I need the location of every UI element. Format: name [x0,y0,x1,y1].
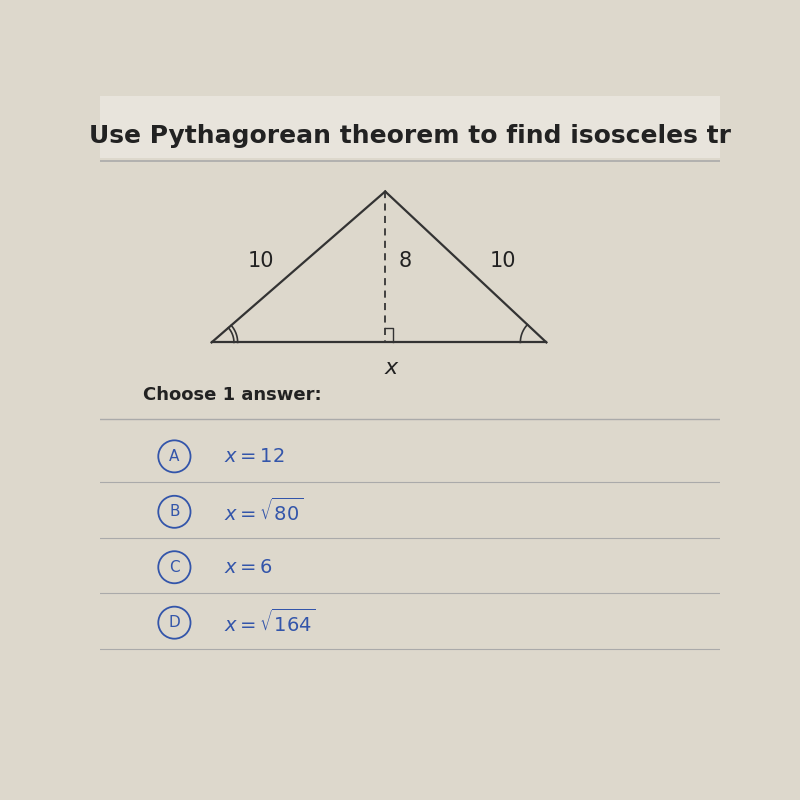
Text: 10: 10 [248,250,274,270]
Text: C: C [169,560,180,574]
Text: $x = 12$: $x = 12$ [224,447,285,466]
Text: $x = 6$: $x = 6$ [224,558,273,577]
Text: B: B [169,504,180,519]
FancyBboxPatch shape [100,96,720,158]
Text: 8: 8 [398,250,412,270]
Text: Choose 1 answer:: Choose 1 answer: [143,386,322,404]
Text: Use Pythagorean theorem to find isosceles tr: Use Pythagorean theorem to find isoscele… [89,124,731,148]
Text: $x = \sqrt{80}$: $x = \sqrt{80}$ [224,498,303,526]
Text: A: A [170,449,179,464]
Text: D: D [169,615,180,630]
Text: 10: 10 [490,250,516,270]
Text: $x = \sqrt{164}$: $x = \sqrt{164}$ [224,609,315,636]
Text: x: x [385,358,398,378]
